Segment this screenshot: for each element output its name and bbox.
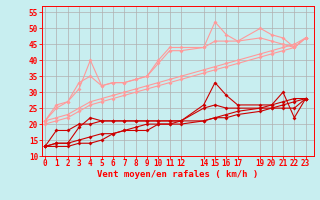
X-axis label: Vent moyen/en rafales ( km/h ): Vent moyen/en rafales ( km/h ) bbox=[97, 170, 258, 179]
